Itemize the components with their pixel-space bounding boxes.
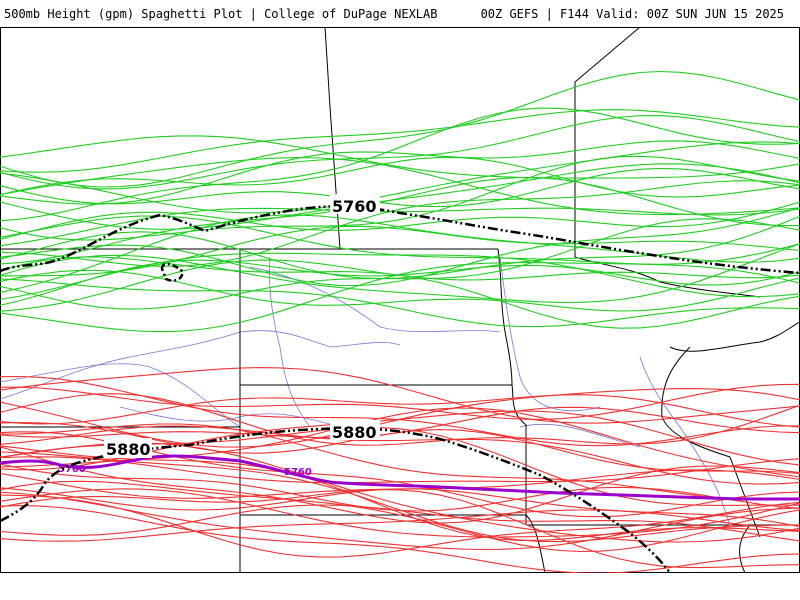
border-ne-south [240,514,546,573]
ensemble-member-line [0,207,800,247]
ensemble-member-line [0,140,800,205]
ensemble-member-line [0,480,800,553]
ensemble-member-line [0,107,800,222]
ensemble-member-line [0,269,800,312]
ensemble-member-line [0,156,800,198]
spaghetti-map: 5760 5760 5760 5880 5880 [0,27,800,573]
ensemble-member-line [0,256,800,329]
ensemble-member-line [0,201,800,240]
label-bg-5880-left [104,438,152,458]
river-james [269,256,311,428]
climatology-label-left: 5760 [58,464,86,475]
ensemble-member-line [0,422,800,475]
ensemble-mean-label-5880-center: 5880 [332,423,377,442]
run-valid-time: 00Z GEFS | F144 Valid: 00Z SUN JUN 15 20… [480,7,784,21]
ensemble-member-line [0,109,800,173]
label-bg-5760 [330,194,380,214]
ensemble-member-line [0,463,800,512]
ensemble-member-line [0,425,800,485]
plot-title: 500mb Height (gpm) Spaghetti Plot | Coll… [4,7,438,21]
border-nd-mn [497,248,513,386]
river-missouri [0,330,401,400]
ensemble-member-line [0,135,800,179]
ensemble-mean-label-5760: 5760 [332,197,377,216]
ensemble-member-line [0,375,800,447]
ensemble-member-line [0,243,800,303]
ensemble-member-line [0,488,800,569]
ensemble-member-line [0,488,800,538]
ensemble-member-line [0,157,800,216]
ensemble-member-line [0,494,800,558]
border-ia-east [739,524,751,573]
ensemble-member-line [0,163,800,230]
ensemble-member-line [0,367,800,424]
ensemble-member-line [0,491,800,551]
ensemble-member-line [0,423,800,501]
ensemble-member-line [0,393,800,446]
ensemble-member-line [0,115,800,190]
map-frame [0,27,800,573]
plot-header: 500mb Height (gpm) Spaghetti Plot | Coll… [0,0,800,27]
state-borders [0,27,800,573]
ensemble-members-5760 [0,70,800,333]
ensemble-member-line [0,155,800,241]
ensemble-member-line [0,278,800,328]
ensemble-member-line [0,70,800,188]
ensemble-member-line [0,207,800,287]
ensemble-member-line [0,141,800,214]
climatology-label-center: 5760 [284,467,312,478]
ensemble-member-line [0,505,800,573]
ensemble-member-line [0,215,800,280]
border-wi [669,321,800,352]
ensemble-member-line [0,394,800,428]
ensemble-member-line [0,469,800,499]
ensemble-member-line [0,262,800,333]
border-wi-2 [661,346,761,538]
map-footer [0,573,800,600]
ensemble-member-line [0,214,800,293]
border-sd-mn [511,384,527,525]
ensemble-member-line [0,218,800,310]
ensemble-member-line [0,456,800,484]
ensemble-member-line [0,383,800,420]
ensemble-mean-label-5880: 5880 [106,440,151,459]
ensemble-member-line [0,252,800,301]
ensemble-member-line [0,509,800,542]
river-minnesota [499,256,601,412]
river-mississippi [639,356,731,528]
ensemble-mean-5760-closed [160,262,184,282]
ensemble-member-line [0,225,800,277]
ensemble-member-line [0,180,800,267]
ensemble-member-line [0,176,800,265]
border-canada [574,27,641,83]
climatology-contour [0,454,800,501]
label-bg-5880 [330,420,380,440]
ensemble-member-line [0,167,800,208]
